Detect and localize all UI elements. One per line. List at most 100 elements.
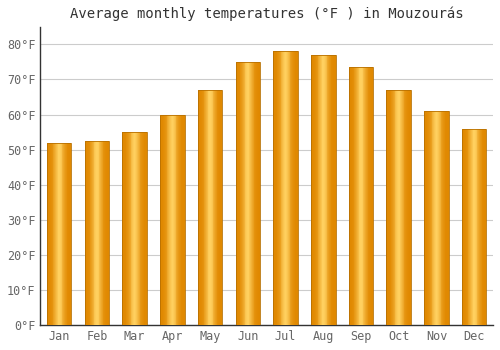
- Bar: [84, 141, 109, 325]
- Bar: [320, 55, 321, 325]
- Bar: [408, 90, 410, 325]
- Bar: [435, 111, 436, 325]
- Bar: [354, 67, 356, 325]
- Bar: [297, 51, 298, 325]
- Bar: [218, 90, 219, 325]
- Bar: [51, 143, 52, 325]
- Bar: [294, 51, 296, 325]
- Bar: [388, 90, 389, 325]
- Bar: [406, 90, 407, 325]
- Bar: [370, 67, 371, 325]
- Bar: [428, 111, 429, 325]
- Bar: [314, 55, 315, 325]
- Bar: [70, 143, 72, 325]
- Bar: [137, 132, 138, 325]
- Bar: [143, 132, 144, 325]
- Bar: [468, 128, 469, 325]
- Bar: [475, 128, 476, 325]
- Bar: [434, 111, 435, 325]
- Bar: [168, 114, 169, 325]
- Bar: [293, 51, 294, 325]
- Bar: [219, 90, 220, 325]
- Bar: [162, 114, 164, 325]
- Bar: [236, 62, 237, 325]
- Bar: [328, 55, 329, 325]
- Bar: [465, 128, 466, 325]
- Bar: [54, 143, 55, 325]
- Bar: [66, 143, 68, 325]
- Bar: [286, 51, 287, 325]
- Bar: [237, 62, 238, 325]
- Bar: [316, 55, 318, 325]
- Bar: [100, 141, 101, 325]
- Bar: [183, 114, 184, 325]
- Bar: [394, 90, 396, 325]
- Bar: [275, 51, 276, 325]
- Bar: [160, 114, 184, 325]
- Bar: [390, 90, 392, 325]
- Bar: [393, 90, 394, 325]
- Bar: [52, 143, 54, 325]
- Bar: [98, 141, 100, 325]
- Bar: [164, 114, 165, 325]
- Bar: [61, 143, 62, 325]
- Bar: [180, 114, 182, 325]
- Bar: [430, 111, 432, 325]
- Bar: [47, 143, 72, 325]
- Bar: [311, 55, 336, 325]
- Bar: [96, 141, 97, 325]
- Bar: [105, 141, 106, 325]
- Bar: [132, 132, 133, 325]
- Bar: [410, 90, 411, 325]
- Bar: [424, 111, 448, 325]
- Bar: [296, 51, 297, 325]
- Bar: [389, 90, 390, 325]
- Bar: [330, 55, 332, 325]
- Bar: [358, 67, 360, 325]
- Bar: [255, 62, 256, 325]
- Bar: [216, 90, 218, 325]
- Bar: [440, 111, 442, 325]
- Bar: [48, 143, 50, 325]
- Bar: [55, 143, 56, 325]
- Bar: [238, 62, 239, 325]
- Bar: [436, 111, 438, 325]
- Bar: [47, 143, 48, 325]
- Bar: [88, 141, 90, 325]
- Bar: [362, 67, 364, 325]
- Bar: [479, 128, 480, 325]
- Bar: [214, 90, 215, 325]
- Bar: [173, 114, 174, 325]
- Bar: [258, 62, 260, 325]
- Bar: [443, 111, 444, 325]
- Bar: [432, 111, 433, 325]
- Bar: [198, 90, 222, 325]
- Bar: [319, 55, 320, 325]
- Bar: [357, 67, 358, 325]
- Bar: [348, 67, 350, 325]
- Bar: [283, 51, 284, 325]
- Bar: [60, 143, 61, 325]
- Bar: [134, 132, 136, 325]
- Bar: [68, 143, 69, 325]
- Bar: [274, 51, 275, 325]
- Bar: [290, 51, 292, 325]
- Bar: [425, 111, 426, 325]
- Bar: [247, 62, 248, 325]
- Bar: [198, 90, 200, 325]
- Bar: [128, 132, 129, 325]
- Bar: [480, 128, 482, 325]
- Bar: [172, 114, 173, 325]
- Bar: [369, 67, 370, 325]
- Bar: [101, 141, 102, 325]
- Bar: [276, 51, 278, 325]
- Bar: [360, 67, 361, 325]
- Bar: [215, 90, 216, 325]
- Bar: [350, 67, 351, 325]
- Bar: [91, 141, 92, 325]
- Bar: [348, 67, 374, 325]
- Bar: [478, 128, 479, 325]
- Bar: [404, 90, 406, 325]
- Bar: [208, 90, 210, 325]
- Bar: [250, 62, 251, 325]
